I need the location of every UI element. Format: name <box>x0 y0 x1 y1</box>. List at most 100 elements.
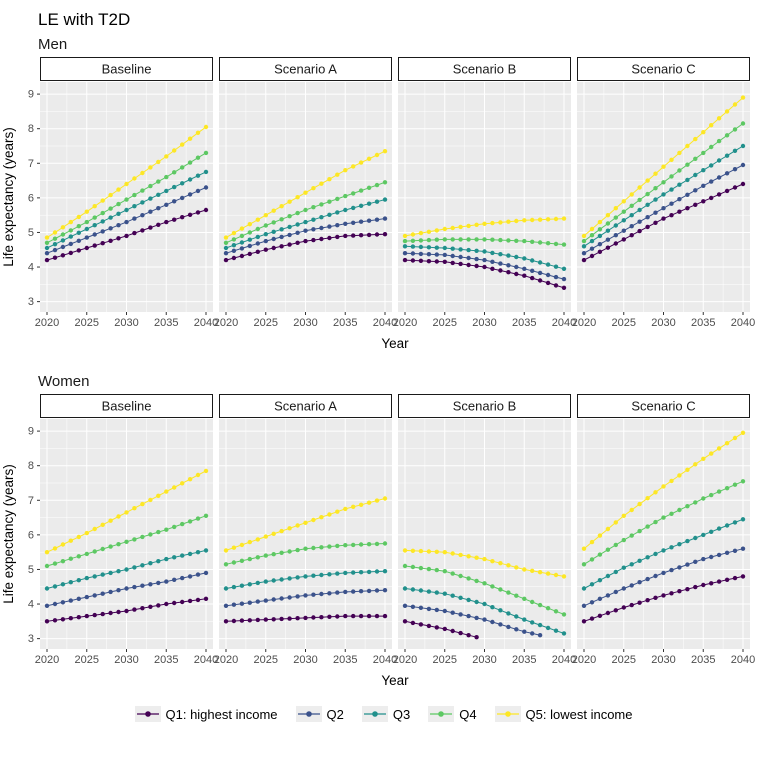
facet-strip <box>219 57 392 81</box>
series-q3 <box>581 143 746 249</box>
x-tick-label: 2025 <box>433 317 457 329</box>
series-q3 <box>581 517 746 591</box>
facet-strip-label: Baseline <box>102 399 152 414</box>
x-tick-label: 2025 <box>433 654 457 666</box>
x-tick-label: 2040 <box>552 317 576 329</box>
x-tick-label: 2035 <box>691 317 715 329</box>
facet-strip <box>398 57 571 81</box>
facet-strip-label: Scenario B <box>453 62 517 77</box>
series-q2 <box>44 185 209 256</box>
x-tick-label: 2020 <box>35 317 59 329</box>
series-q5-lowest-income <box>402 548 567 579</box>
y-tick-label: 8 <box>28 123 34 135</box>
series-q1-highest-income <box>581 574 746 624</box>
x-tick-label: 2035 <box>333 654 357 666</box>
y-tick-label: 7 <box>28 158 34 170</box>
series-q5-lowest-income <box>44 124 209 240</box>
y-tick-label: 5 <box>28 227 34 239</box>
series-q3 <box>223 197 388 251</box>
y-tick-label: 6 <box>28 529 34 541</box>
series-q5-lowest-income <box>44 468 209 555</box>
legend-label: Q5: lowest income <box>525 706 633 722</box>
series-q1-highest-income <box>223 232 388 263</box>
series-q2 <box>581 546 746 608</box>
legend-label: Q4 <box>459 706 477 722</box>
chart-title: LE with T2D <box>38 10 131 29</box>
y-tick-label: 7 <box>28 495 34 507</box>
series-q2 <box>402 603 543 638</box>
series-q1-highest-income <box>402 257 567 290</box>
legend-item: Q4 <box>428 706 477 722</box>
x-tick-label: 2035 <box>154 654 178 666</box>
facet-strip <box>40 394 213 418</box>
facet-strip-label: Scenario B <box>453 399 517 414</box>
x-tick-label: 2030 <box>114 317 138 329</box>
men-group-label: Men <box>38 36 68 53</box>
series-q4 <box>223 541 388 567</box>
series-q4 <box>44 513 209 569</box>
x-tick-label: 2040 <box>731 317 755 329</box>
y-tick-label: 9 <box>28 426 34 438</box>
x-tick-label: 2025 <box>75 654 99 666</box>
x-axis-title: Year <box>381 673 409 688</box>
facet-strip <box>577 57 750 81</box>
men-chart-svg: Life expectancy (years) Baseline 2020 2025 2… <box>1 57 755 351</box>
series-q3 <box>402 244 567 271</box>
x-tick-label: 2030 <box>114 654 138 666</box>
series-q4 <box>581 121 746 244</box>
series-q2 <box>581 162 746 256</box>
y-tick-label: 8 <box>28 460 34 472</box>
x-tick-label: 2020 <box>572 317 596 329</box>
facet-strip-label: Scenario A <box>274 62 337 77</box>
series-q3 <box>44 548 209 591</box>
legend-item: Q3 <box>361 706 411 722</box>
series-q2 <box>44 570 209 608</box>
x-tick-label: 2040 <box>373 317 397 329</box>
y-tick-label: 6 <box>28 192 34 204</box>
y-tick-label: 4 <box>28 599 34 611</box>
facet-strip <box>219 394 392 418</box>
x-tick-label: 2040 <box>194 317 218 329</box>
legend-key-icon <box>361 706 388 722</box>
women-group-label: Women <box>38 373 90 390</box>
series-q5-lowest-income <box>581 430 746 551</box>
facet-strip <box>398 394 571 418</box>
legend-label: Q1: highest income <box>165 706 278 722</box>
series-q2 <box>402 251 567 282</box>
x-tick-label: 2025 <box>75 317 99 329</box>
x-tick-label: 2020 <box>35 654 59 666</box>
men-section: Men Life expectancy (years) Baseline 2020 2… <box>0 36 767 353</box>
series-q1-highest-income <box>44 207 209 263</box>
x-tick-label: 2025 <box>254 654 278 666</box>
x-tick-label: 2035 <box>333 317 357 329</box>
women-section: Women Life expectancy (years) Baseline 202… <box>0 373 767 690</box>
legend-item: Q2 <box>295 706 344 722</box>
legend-label: Q3 <box>392 706 411 722</box>
x-tick-label: 2020 <box>572 654 596 666</box>
series-q3 <box>44 169 209 251</box>
series-q1-highest-income <box>223 613 388 624</box>
series-q4 <box>44 150 209 245</box>
x-tick-label: 2035 <box>154 317 178 329</box>
legend-key-icon <box>134 706 161 722</box>
x-tick-label: 2020 <box>214 317 238 329</box>
series-q4 <box>402 563 567 617</box>
x-tick-label: 2025 <box>254 317 278 329</box>
series-q5-lowest-income <box>581 95 746 239</box>
legend-label: Q2 <box>326 706 344 722</box>
x-tick-label: 2030 <box>293 654 317 666</box>
series-q4 <box>581 479 746 567</box>
x-tick-label: 2020 <box>393 654 417 666</box>
women-chart-svg: Life expectancy (years) Baseline 2020 2025 2… <box>1 394 755 688</box>
series-q3 <box>223 569 388 591</box>
y-tick-label: 4 <box>28 262 34 274</box>
x-axis-title: Year <box>381 336 409 351</box>
legend-key-icon <box>295 706 322 722</box>
legend-item: Q5: lowest income <box>494 706 633 722</box>
facet-strip-label: Scenario C <box>631 62 695 77</box>
x-tick-label: 2020 <box>214 654 238 666</box>
x-tick-label: 2040 <box>373 654 397 666</box>
series-q1-highest-income <box>402 619 479 640</box>
y-axis-title: Life expectancy (years) <box>1 464 16 604</box>
